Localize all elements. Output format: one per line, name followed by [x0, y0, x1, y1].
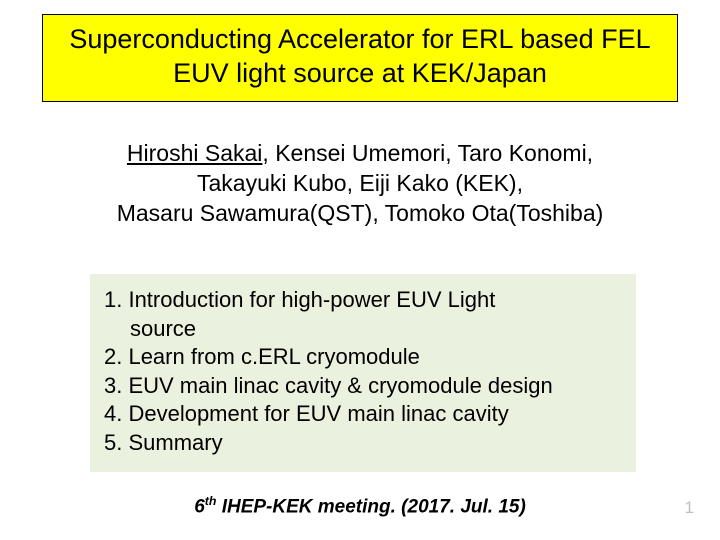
- page-number: 1: [685, 498, 694, 518]
- authors-line2: Takayuki Kubo, Eiji Kako (KEK),: [197, 170, 523, 196]
- slide-title: Superconducting Accelerator for ERL base…: [57, 23, 663, 91]
- outline-item: 3. EUV main linac cavity & cryomodule de…: [104, 372, 622, 401]
- footer-prefix: 6: [194, 496, 205, 517]
- author-underlined: Hiroshi Sakai: [127, 140, 263, 166]
- footer-text: 6th IHEP-KEK meeting. (2017. Jul. 15): [0, 494, 720, 518]
- outline-item: 2. Learn from c.ERL cryomodule: [104, 343, 622, 372]
- outline-box: 1. Introduction for high-power EUV Light…: [90, 274, 636, 472]
- title-box: Superconducting Accelerator for ERL base…: [42, 14, 678, 102]
- authors-line3: Masaru Sawamura(QST), Tomoko Ota(Toshiba…: [117, 200, 604, 226]
- footer-sup: th: [205, 494, 217, 508]
- outline-item: 4. Development for EUV main linac cavity: [104, 400, 622, 429]
- outline-item: 5. Summary: [104, 429, 622, 458]
- outline-item: source: [104, 315, 622, 344]
- authors-block: Hiroshi Sakai, Kensei Umemori, Taro Kono…: [0, 139, 720, 229]
- outline-item: 1. Introduction for high-power EUV Light: [104, 286, 622, 315]
- footer-rest: IHEP-KEK meeting. (2017. Jul. 15): [216, 496, 525, 517]
- authors-line1-rest: , Kensei Umemori, Taro Konomi,: [262, 140, 593, 166]
